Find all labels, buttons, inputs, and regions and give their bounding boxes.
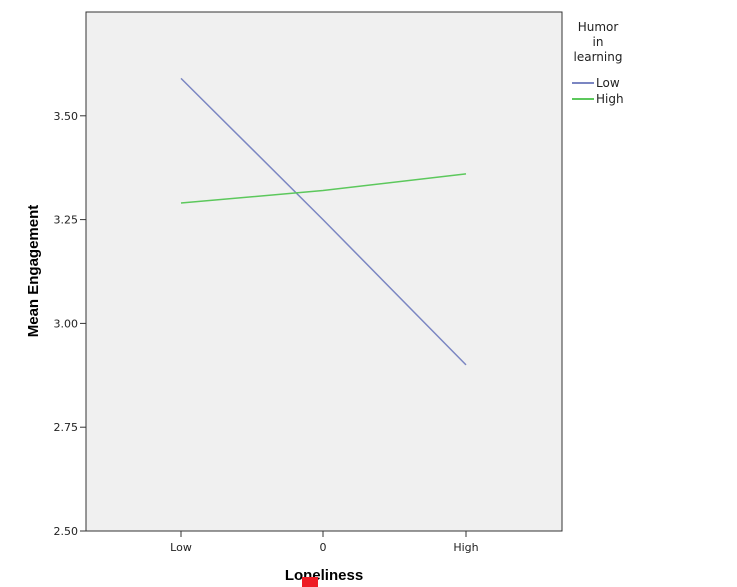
x-tick-label: High xyxy=(453,541,478,554)
legend-label-low: Low xyxy=(596,76,620,90)
x-axis-ticks: Low 0 High xyxy=(170,531,479,554)
x-tick-label: 0 xyxy=(320,541,327,554)
y-tick-label: 3.25 xyxy=(54,214,79,227)
legend: Humor in learning Low High xyxy=(572,20,624,106)
y-axis-title: Mean Engagement xyxy=(25,205,42,338)
series-line-high xyxy=(180,173,467,204)
legend-label-high: High xyxy=(596,92,624,106)
series-line-low xyxy=(180,77,467,366)
plot-area xyxy=(85,11,563,532)
y-tick-label: 2.75 xyxy=(54,421,79,434)
legend-title-line-3: learning xyxy=(574,50,623,64)
y-tick-label: 2.50 xyxy=(54,525,79,538)
x-axis-title: Loneliness xyxy=(285,567,363,584)
legend-title-line-1: Humor xyxy=(578,20,619,34)
y-tick-label: 3.50 xyxy=(54,110,79,123)
y-tick-label: 3.00 xyxy=(54,317,79,330)
x-tick-label: Low xyxy=(170,541,192,554)
legend-items: Low High xyxy=(572,76,624,106)
y-axis-ticks: 2.50 2.75 3.00 3.25 3.50 xyxy=(54,110,86,538)
red-marker xyxy=(302,577,318,587)
legend-title-line-2: in xyxy=(593,35,604,49)
series-lines xyxy=(180,77,467,366)
